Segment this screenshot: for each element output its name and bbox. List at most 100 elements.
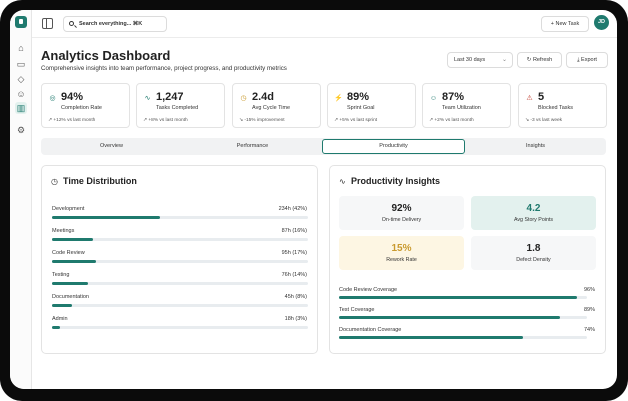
stat-value: 87%: [442, 91, 465, 103]
stat-change: ↗ +2% vs last month: [429, 118, 474, 123]
avatar[interactable]: JD: [594, 15, 609, 30]
stat-value: 5: [538, 91, 545, 103]
metric-label: On-time Delivery: [381, 217, 422, 223]
export-label: Export: [581, 57, 597, 63]
activity-icon: ∿: [144, 95, 151, 102]
metric-label: Avg Story Points: [513, 217, 554, 223]
time-row-label: Development: [52, 206, 85, 212]
metric-value: 4.2: [526, 203, 541, 214]
time-row-bar-fill: [52, 260, 96, 263]
tab-productivity[interactable]: Productivity: [322, 139, 465, 154]
time-row-bar: [52, 260, 308, 263]
coverage-bar-fill: [339, 296, 578, 299]
home-icon[interactable]: ⌂: [18, 43, 24, 53]
stat-value: 1,247: [156, 91, 184, 103]
page-title: Analytics Dashboard: [41, 48, 171, 63]
search-icon: [69, 21, 74, 26]
time-row-label: Meetings: [52, 228, 75, 234]
analytics-icon[interactable]: ▥: [15, 102, 27, 114]
time-row-value: 234h (42%): [278, 206, 307, 212]
time-row-label: Documentation: [52, 294, 89, 300]
stat-label: Team Utilization: [442, 105, 481, 111]
stat-value: 94%: [61, 91, 84, 103]
stat-value: 2.4d: [252, 91, 275, 103]
tab-performance[interactable]: Performance: [236, 143, 269, 149]
stat-change: ↘ -15% improvement: [239, 118, 285, 123]
coverage-value: 74%: [583, 327, 595, 333]
metric-value: 92%: [391, 203, 412, 214]
date-range-select[interactable]: Last 30 days ⌄: [447, 52, 513, 68]
gear-icon[interactable]: ⚙: [16, 125, 26, 135]
time-row-bar: [52, 326, 308, 329]
time-row-value: 45h (8%): [284, 294, 307, 300]
clock-icon: ◷: [240, 95, 247, 102]
time-row-label: Testing: [52, 272, 70, 278]
time-row-value: 87h (16%): [281, 228, 307, 234]
new-task-button[interactable]: + New Task: [541, 16, 589, 32]
stat-card: ⚡ 89% Sprint Goal ↗ +5% vs last sprint: [327, 83, 416, 128]
productivity-insights-title: Productivity Insights: [351, 176, 441, 186]
coverage-value: 89%: [583, 307, 595, 313]
app-logo[interactable]: [15, 16, 27, 28]
time-row-bar-fill: [52, 238, 93, 241]
time-row-bar-fill: [52, 304, 73, 307]
coverage-label: Documentation Coverage: [339, 327, 402, 333]
app-window: ⌂ ▭ ◇ ☺ ▥ ⚙ Search everything... ⌘K + Ne…: [10, 10, 617, 389]
time-row-bar: [52, 304, 308, 307]
users-icon: ☺: [429, 95, 438, 102]
time-distribution-card: ◷ Time Distribution Development 234h (42%…: [41, 165, 318, 354]
tab-overview[interactable]: Overview: [100, 143, 123, 149]
stat-label: Blocked Tasks: [538, 105, 574, 111]
coverage-value: 96%: [583, 287, 595, 293]
chevron-down-icon: ⌄: [501, 57, 507, 63]
target-icon: ◎: [49, 95, 56, 102]
refresh-label: Refresh: [532, 57, 553, 63]
refresh-icon: ↻: [526, 57, 533, 63]
stat-change: ↗ +12% vs last month: [48, 118, 96, 123]
tab-bar: Overview Performance Productivity Insigh…: [41, 138, 606, 155]
metric-value: 1.8: [526, 243, 541, 254]
inbox-icon[interactable]: ▭: [16, 59, 26, 69]
page-subtitle: Comprehensive insights into team perform…: [41, 65, 287, 72]
productivity-insights-card: ∿ Productivity Insights 92% On-time Deliv…: [329, 165, 606, 354]
time-distribution-title: Time Distribution: [63, 176, 137, 186]
coverage-bar: [339, 296, 587, 299]
stat-card: ☺ 87% Team Utilization ↗ +2% vs last month: [422, 83, 511, 128]
tag-icon[interactable]: ◇: [17, 74, 25, 84]
time-row-bar-fill: [52, 326, 60, 329]
stat-card: ◷ 2.4d Avg Cycle Time ↘ -15% improvement: [232, 83, 321, 128]
sidebar-toggle-icon[interactable]: [42, 18, 53, 29]
stat-change: ↗ +5% vs last sprint: [334, 118, 378, 123]
export-button[interactable]: ⤓ Export: [566, 52, 608, 68]
metric-value: 15%: [391, 243, 412, 254]
coverage-bar: [339, 316, 587, 319]
tab-insights[interactable]: Insights: [526, 143, 545, 149]
metric-label: Defect Density: [516, 257, 551, 263]
sidebar: ⌂ ▭ ◇ ☺ ▥ ⚙: [10, 10, 32, 389]
coverage-label: Code Review Coverage: [339, 287, 398, 293]
time-row-value: 76h (14%): [281, 272, 307, 278]
metric-tile: 92% On-time Delivery: [339, 196, 464, 230]
time-row-bar: [52, 216, 308, 219]
search-input[interactable]: Search everything... ⌘K: [63, 16, 167, 32]
time-row-label: Admin: [52, 316, 68, 322]
zap-icon: ⚡: [334, 95, 343, 102]
coverage-bar-fill: [339, 336, 523, 339]
users-icon[interactable]: ☺: [16, 89, 26, 99]
stat-card: ∿ 1,247 Tasks Completed ↗ +8% vs last month: [136, 83, 225, 128]
refresh-button[interactable]: ↻ Refresh: [517, 52, 562, 68]
metric-label: Rework Rate: [386, 257, 417, 263]
stat-change: ↗ +8% vs last month: [143, 118, 188, 123]
coverage-bar: [339, 336, 587, 339]
alert-icon: ⚠: [526, 95, 533, 102]
topbar: Search everything... ⌘K + New Task JD: [32, 10, 617, 38]
time-row-bar-fill: [52, 216, 160, 219]
download-icon: ⤓: [577, 57, 582, 63]
metric-tile: 4.2 Avg Story Points: [471, 196, 596, 230]
stat-change: ↘ -3 vs last week: [525, 118, 563, 123]
time-row-bar: [52, 282, 308, 285]
time-row-value: 95h (17%): [281, 250, 307, 256]
stat-label: Sprint Goal: [347, 105, 375, 111]
time-row-bar: [52, 238, 308, 241]
search-placeholder: Search everything... ⌘K: [79, 21, 143, 27]
